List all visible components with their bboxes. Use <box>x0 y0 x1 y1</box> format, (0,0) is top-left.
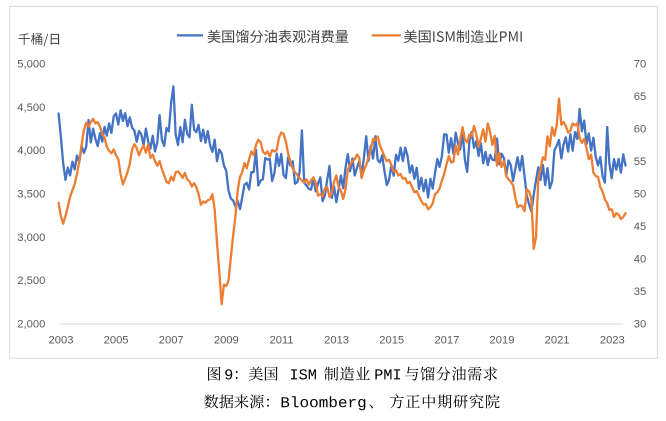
svg-text:30: 30 <box>634 319 646 331</box>
svg-text:45: 45 <box>634 221 646 233</box>
svg-text:55: 55 <box>634 156 646 168</box>
svg-text:2021: 2021 <box>545 335 570 347</box>
svg-text:2013: 2013 <box>324 335 349 347</box>
svg-text:2007: 2007 <box>159 335 184 347</box>
svg-text:2011: 2011 <box>269 335 293 347</box>
svg-text:65: 65 <box>634 91 646 103</box>
svg-text:50: 50 <box>634 189 646 201</box>
svg-text:2,000: 2,000 <box>17 319 45 331</box>
svg-text:2019: 2019 <box>490 335 515 347</box>
svg-text:4,000: 4,000 <box>17 145 45 157</box>
svg-text:2015: 2015 <box>379 335 404 347</box>
svg-text:40: 40 <box>634 254 646 266</box>
svg-text:70: 70 <box>634 58 646 70</box>
svg-text:35: 35 <box>634 286 646 298</box>
svg-text:3,500: 3,500 <box>17 189 45 201</box>
svg-text:2005: 2005 <box>104 335 129 347</box>
svg-text:2017: 2017 <box>434 335 459 347</box>
svg-text:60: 60 <box>634 123 646 135</box>
svg-text:3,000: 3,000 <box>17 232 45 244</box>
svg-text:5,000: 5,000 <box>17 58 45 70</box>
svg-text:4,500: 4,500 <box>17 102 45 114</box>
svg-text:2003: 2003 <box>49 335 74 347</box>
svg-text:2009: 2009 <box>214 335 239 347</box>
svg-text:2,500: 2,500 <box>17 275 45 287</box>
svg-text:2023: 2023 <box>600 335 625 347</box>
